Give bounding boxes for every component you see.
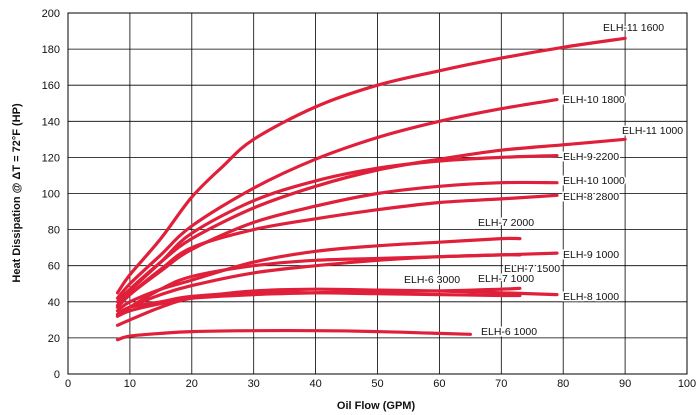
series-label: ELH-8 1000 — [563, 291, 619, 303]
x-tick-label: 60 — [433, 378, 445, 390]
x-tick-label: 100 — [678, 378, 696, 390]
series-label: ELH-9 1000 — [563, 249, 619, 261]
x-tick-label: 40 — [309, 378, 321, 390]
x-tick-label: 80 — [557, 378, 569, 390]
y-tick-label: 0 — [54, 369, 60, 381]
y-tick-label: 20 — [48, 333, 60, 345]
series-label: ELH-8 2800 — [563, 191, 619, 203]
series-label: ELH-10 1800 — [563, 94, 625, 106]
series-line — [115, 287, 559, 327]
series-label: ELH-9 2200 — [563, 151, 619, 163]
series-label: ELH-6 1000 — [481, 326, 537, 338]
y-tick-label: 120 — [42, 152, 60, 164]
x-tick-label: 0 — [65, 378, 71, 390]
series-line — [115, 36, 627, 295]
y-tick-label: 100 — [42, 189, 60, 201]
y-axis-ticks: 0 20 40 60 80 100 120 140 160 180 200 — [42, 8, 60, 381]
y-tick-label: 140 — [42, 116, 60, 128]
series-line — [115, 328, 472, 342]
series-label: ELH-6 3000 — [404, 274, 460, 286]
x-tick-label: 10 — [124, 378, 136, 390]
series-label: ELH-11 1000 — [622, 125, 683, 137]
series-label: ELH-10 1000 — [563, 175, 625, 187]
series-line — [115, 253, 522, 318]
series-line — [115, 193, 559, 309]
series-line — [115, 98, 559, 300]
x-tick-label: 30 — [248, 378, 260, 390]
y-tick-label: 180 — [42, 44, 60, 56]
series-label: ELH-11 1600 — [603, 22, 664, 34]
series-lines — [115, 36, 627, 342]
y-axis-title: Heat Dissipation @ ΔT = 72°F (HP) — [11, 103, 23, 283]
x-tick-label: 20 — [186, 378, 198, 390]
x-tick-label: 50 — [371, 378, 383, 390]
y-tick-label: 160 — [42, 80, 60, 92]
x-tick-label: 70 — [495, 378, 507, 390]
series-line — [115, 236, 522, 313]
y-tick-label: 40 — [48, 297, 60, 309]
series-line — [115, 290, 522, 316]
y-tick-label: 80 — [48, 225, 60, 237]
grid — [67, 12, 688, 375]
x-tick-label: 90 — [619, 378, 631, 390]
y-tick-label: 60 — [48, 261, 60, 273]
series-label: ELH-7 1500 — [504, 263, 560, 275]
x-axis-title: Oil Flow (GPM) — [337, 400, 416, 412]
series-line — [115, 154, 559, 307]
series-label: ELH-7 2000 — [478, 217, 534, 229]
series-labels: ELH-11 1600 ELH-10 1800 ELH-11 1000 ELH-9 2… — [403, 21, 685, 340]
y-tick-label: 200 — [42, 8, 60, 20]
series-line — [115, 286, 522, 318]
series-label: ELH-7 1000 — [478, 273, 534, 285]
x-axis-ticks: 0 10 20 30 40 50 60 70 80 90 100 — [65, 378, 696, 390]
